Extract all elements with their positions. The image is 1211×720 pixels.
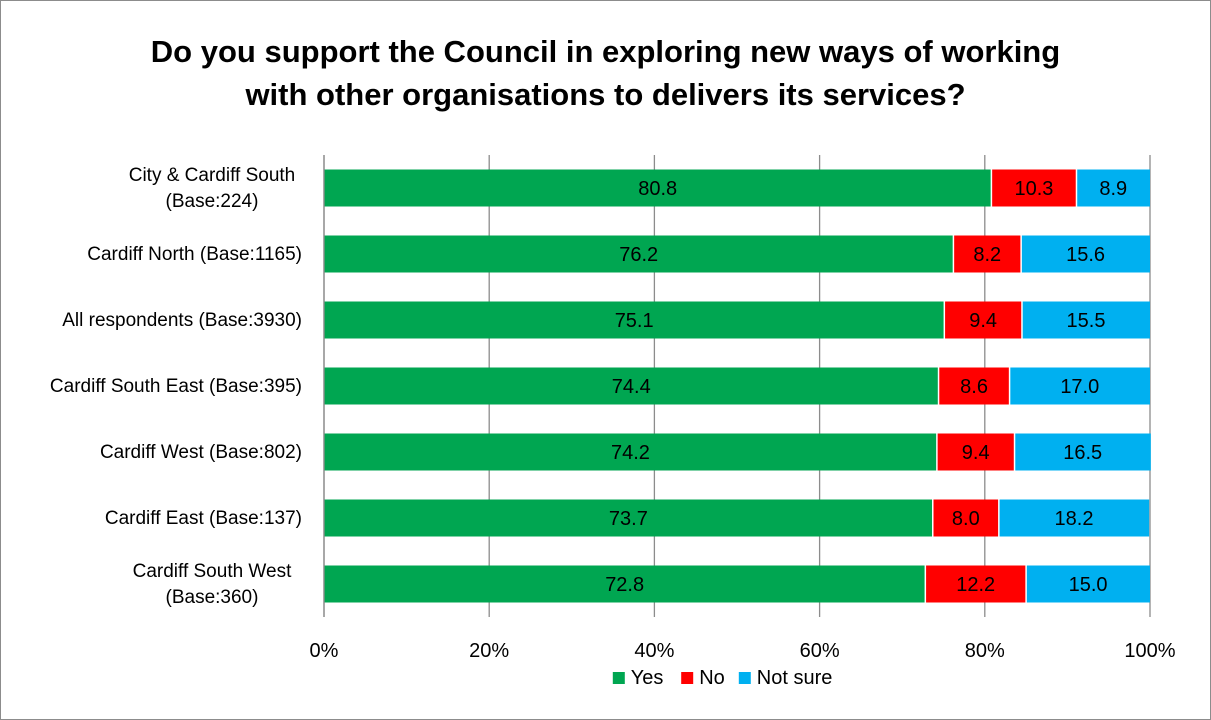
bar-yes <box>324 499 933 537</box>
data-label: 10.3 <box>1014 178 1053 200</box>
bar-no <box>938 367 1010 405</box>
data-label: 8.2 <box>973 244 1001 266</box>
data-label: 18.2 <box>1055 508 1094 530</box>
data-label: 75.1 <box>615 310 654 332</box>
bar-no <box>925 565 1027 603</box>
bar-no <box>944 301 1022 339</box>
bar-not-sure <box>1021 235 1150 273</box>
data-label: 17.0 <box>1060 376 1099 398</box>
data-label: 73.7 <box>609 508 648 530</box>
x-tick-label: 40% <box>634 640 674 662</box>
chart-title-line-1: Do you support the Council in exploring … <box>150 34 1061 69</box>
category-label: Cardiff South East (Base:395) <box>50 376 302 397</box>
bar-not-sure <box>998 499 1150 537</box>
bar-no <box>932 499 999 537</box>
data-label: 9.4 <box>969 310 997 332</box>
legend-label: Yes <box>631 667 664 689</box>
category-label: (Base:224) <box>166 191 259 212</box>
legend-swatch-yes <box>612 672 625 684</box>
x-tick-label: 60% <box>800 640 840 662</box>
bar-no <box>991 169 1077 207</box>
bar-no <box>936 433 1015 471</box>
category-label: City & Cardiff South <box>129 165 296 186</box>
bar-not-sure <box>1009 367 1150 405</box>
data-label: 8.0 <box>952 508 980 530</box>
data-label: 8.9 <box>1099 178 1127 200</box>
bar-no <box>953 235 1022 273</box>
data-label: 76.2 <box>619 244 658 266</box>
legend-swatch-not-sure <box>738 672 751 684</box>
data-label: 12.2 <box>956 574 995 596</box>
data-label: 15.5 <box>1067 310 1106 332</box>
bar-yes <box>324 301 945 339</box>
data-label: 8.6 <box>960 376 988 398</box>
legend-label: Not sure <box>757 667 833 689</box>
bar-yes <box>324 235 954 273</box>
bar-yes <box>324 169 992 207</box>
bar-not-sure <box>1026 565 1150 603</box>
bar-not-sure <box>1021 301 1150 339</box>
data-label: 15.0 <box>1069 574 1108 596</box>
category-label: Cardiff South West <box>133 561 292 582</box>
bar-not-sure <box>1014 433 1151 471</box>
bar-yes <box>324 565 926 603</box>
bar-yes <box>324 433 937 471</box>
category-label: (Base:360) <box>166 587 259 608</box>
data-label: 16.5 <box>1063 442 1102 464</box>
bar-not-sure <box>1076 169 1150 207</box>
data-label: 9.4 <box>962 442 990 464</box>
category-label: Cardiff North (Base:1165) <box>87 244 302 265</box>
category-label: Cardiff West (Base:802) <box>100 442 302 463</box>
bar-yes <box>324 367 939 405</box>
data-label: 15.6 <box>1066 244 1105 266</box>
legend-swatch-no <box>681 672 694 684</box>
legend-label: No <box>699 667 725 689</box>
data-label: 72.8 <box>605 574 644 596</box>
chart-title: Do you support the Council in exploring … <box>0 30 1211 116</box>
x-tick-label: 0% <box>310 640 339 662</box>
x-tick-label: 20% <box>469 640 509 662</box>
x-tick-label: 80% <box>965 640 1005 662</box>
data-label: 74.4 <box>612 376 651 398</box>
category-label: Cardiff East (Base:137) <box>105 508 302 529</box>
category-label: All respondents (Base:3930) <box>62 310 302 331</box>
chart-title-line-2: with other organisations to delivers its… <box>245 77 966 112</box>
data-label: 74.2 <box>611 442 650 464</box>
x-tick-label: 100% <box>1124 640 1175 662</box>
data-label: 80.8 <box>638 178 677 200</box>
